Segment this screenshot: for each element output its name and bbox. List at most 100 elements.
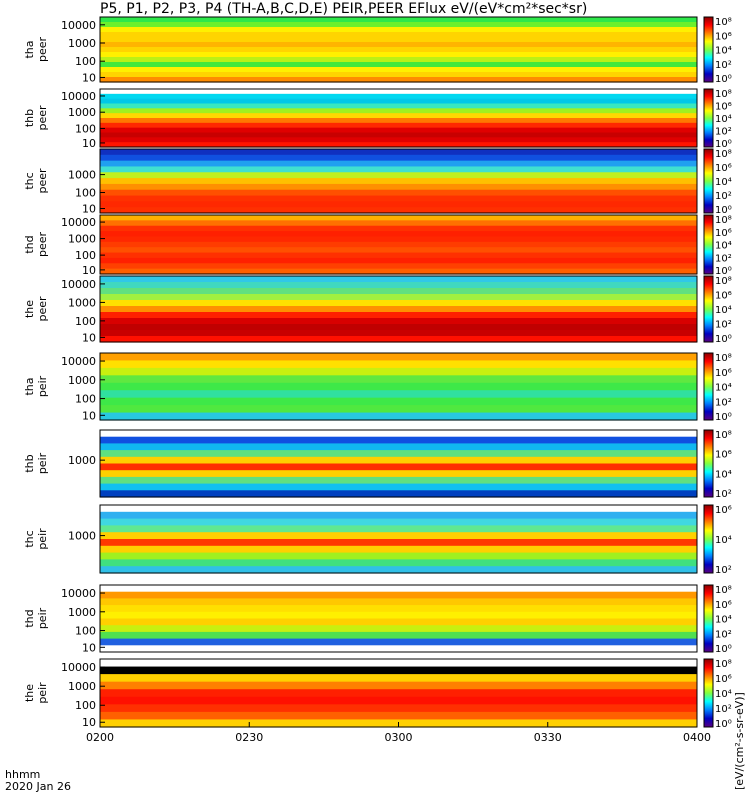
colorbar-tick-label: 10⁰ [715,74,732,85]
x-tick-label: 0300 [385,731,413,744]
spectrogram-band [100,149,697,156]
panel-ylabel-probe: thc [23,172,36,189]
spectrogram-band [100,511,697,520]
y-tick-label: 100 [75,699,96,712]
colorbar-tick-label: 10² [715,397,732,408]
y-tick-label: 10000 [61,587,96,600]
colorbar-tick-label: 10⁴ [715,535,732,546]
y-tick-label: 10 [82,641,96,654]
colorbar-tick-label: 10⁴ [715,114,732,125]
spectrogram-band [100,390,697,399]
colorbar-tick-label: 10⁰ [715,719,732,730]
y-tick-label: 10 [82,71,96,84]
spectrogram-band [100,32,697,38]
spectrogram-band [100,201,697,208]
colorbar-tick-label: 10² [715,191,732,202]
spectrogram-band [100,456,697,465]
colorbar-tick-label: 10⁸ [715,353,732,364]
spectrogram-band [100,62,697,68]
spectrogram-band [100,98,697,105]
colorbar-tick-label: 10⁸ [715,430,732,441]
y-tick-label: 1000 [68,296,96,309]
spectrogram-band [100,318,697,325]
panel-frame [99,16,698,83]
spectrogram-band [100,118,697,124]
panel-frame [99,504,698,574]
spectrogram-band [100,397,697,406]
spectrogram-band [100,645,697,653]
colorbar-tick-label: 10⁶ [715,600,732,611]
spectrogram-band [100,37,697,43]
colorbar [703,658,714,728]
panel-ylabel-probe: tha [23,40,36,58]
spectrogram-band [100,443,697,451]
panel-ylabel-probe: thc [23,530,36,547]
spectrogram-band [100,27,697,33]
colorbar-tick-label: 10⁴ [715,383,732,394]
spectrogram-band [100,505,697,513]
colorbar [703,584,714,653]
spectrogram-band [100,17,697,23]
panel-frame [99,148,698,214]
panel-ylabel-probe: the [23,684,36,702]
spectrogram-band [100,231,697,238]
y-tick-label: 100 [75,187,96,200]
y-tick-label: 10000 [61,19,96,32]
spectrogram-band [100,336,697,343]
colorbar-tick-label: 10⁶ [715,228,732,239]
colorbar-tick-label: 10⁶ [715,505,732,516]
panel-ylabel-product: peir [36,528,49,550]
colorbar-units-label: [eV/(cm²-s-sr-eV)] [733,692,746,790]
spectrogram-band [100,154,697,162]
spectrogram-band [100,294,697,301]
colorbar-tick-label: 10² [715,489,732,500]
colorbar [703,16,714,83]
spectrogram-band [100,103,697,109]
spectrogram-band [100,189,697,197]
colorbar [703,88,714,148]
spectrogram-band [100,704,697,713]
spectrogram-band [100,353,697,362]
spectrogram-band [100,172,697,179]
y-tick-label: 10 [82,331,96,344]
colorbar-tick-label: 10⁰ [715,644,732,655]
spectrogram-band [100,207,697,214]
x-tick-label: 0330 [534,731,562,744]
colorbar-tick-label: 10⁶ [715,368,732,379]
y-tick-label: 1000 [68,37,96,50]
y-tick-label: 10000 [61,355,96,368]
x-axis-label-hhmm: hhmm [5,768,41,781]
panel-ylabel-product: peir [36,375,49,397]
spectrogram-band [100,276,697,283]
spectrogram-band [100,263,697,270]
colorbar-tick-label: 10² [715,60,732,71]
spectrogram-band [100,552,697,560]
spectrogram-band [100,215,697,221]
panel-frame [99,88,698,148]
chart-title: P5, P1, P2, P3, P4 (TH-A,B,C,D,E) PEIR,P… [100,1,588,17]
spectrogram-band [100,566,697,574]
spectrogram-band [100,405,697,414]
colorbar-tick-label: 10⁸ [715,149,732,160]
spectrogram-band [100,324,697,331]
colorbar-tick-label: 10⁰ [715,139,732,150]
colorbar-tick-label: 10⁶ [715,163,732,174]
y-tick-label: 100 [75,315,96,328]
panel-ylabel-product: peer [36,37,49,63]
colorbar-tick-label: 10⁴ [715,469,732,480]
panel-ylabel-probe: thb [23,109,36,127]
spectrogram-band [100,137,697,143]
colorbar-tick-label: 10² [715,127,732,138]
y-tick-label: 10 [82,203,96,216]
colorbar-tick-label: 10² [715,253,732,264]
x-tick-label: 0230 [235,731,263,744]
spectrogram-band [100,367,697,376]
spectrogram-band [100,476,697,485]
panel-ylabel-product: peer [36,168,49,194]
spectrogram-band [100,122,697,129]
y-tick-label: 1000 [68,454,96,467]
panel-ylabel-probe: the [23,300,36,318]
spectrogram-band [100,674,697,683]
colorbar-tick-label: 10⁶ [715,674,732,685]
spectrogram-band [100,430,697,438]
